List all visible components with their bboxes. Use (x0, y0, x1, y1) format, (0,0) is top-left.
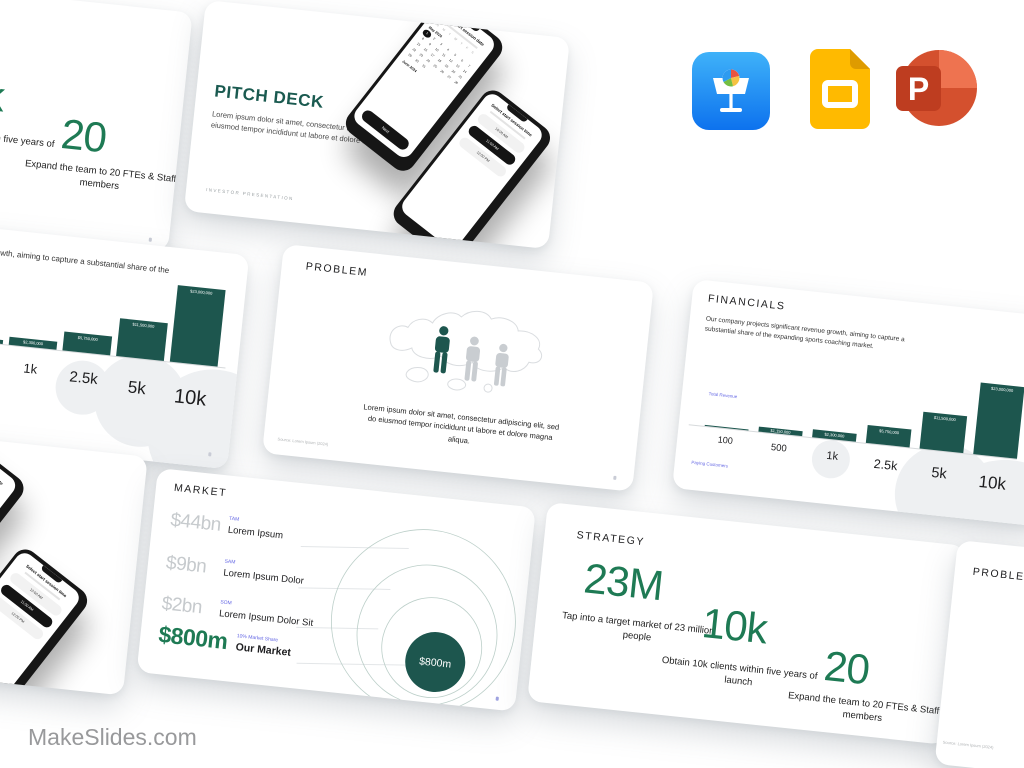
stat-value: 23M (581, 554, 666, 610)
person-icon (464, 336, 481, 382)
bar-10k: $23,000,000 (169, 285, 226, 367)
market-value: $2bn (160, 593, 204, 619)
slide-title: FINANCIALS (707, 292, 787, 313)
bar-5k: $11,500,000 (919, 411, 968, 454)
calendar-weekdays: S M T W T F S (0, 453, 7, 503)
cat-500: 500 (770, 441, 788, 455)
date-picker-header: Select start session date (0, 451, 5, 487)
slide-body: Our company projects significant revenue… (704, 315, 905, 350)
page-number-mark (495, 696, 499, 701)
cat-2.5k: 2.5k (873, 456, 899, 474)
slide-title: MARKET (173, 481, 228, 500)
slide-app-screens-cropped[interactable]: Select start session date S M T W T F S … (0, 415, 148, 696)
page-number-mark (148, 237, 153, 242)
bar-10k: $23,000,000 (973, 382, 1024, 459)
cat-1k: 1k (22, 360, 38, 377)
phone-mockup-time: Select start session time 10:00 AM 11:00… (0, 544, 93, 696)
market-tag: SAM (224, 558, 236, 566)
slide-pitch-deck[interactable]: PITCH DECK Lorem ipsum dolor sit amet, c… (183, 0, 570, 250)
phone-screen: Select start session time 10:00 AM 11:00… (0, 549, 83, 696)
market-label: Lorem Ipsum Dolor (222, 567, 305, 587)
source-note: Source: Lorem Ipsum (2024) (942, 739, 994, 750)
market-value: $44bn (169, 509, 222, 536)
site-logo[interactable]: MakeSlides.com (28, 724, 197, 750)
stat-value: 10k (0, 66, 7, 121)
x-axis-label: Paying Customers (691, 459, 729, 469)
slide-financials[interactable]: FINANCIALS Our company projects signific… (672, 279, 1024, 527)
slide-strategy-cropped[interactable]: STRATEGY 23M Tap into a target market of… (0, 0, 193, 252)
slide-problem[interactable]: PROBLEM Lorem ipsum dolor sit amet, cons… (262, 244, 654, 492)
person-icon (493, 343, 509, 387)
page-number-mark (613, 475, 617, 481)
cat-100: 100 (717, 434, 734, 446)
slide-title: PROBLEM (972, 565, 1024, 585)
next-button: Next (359, 108, 412, 152)
market-value-highlight: $800m (157, 621, 229, 655)
source-note: Source: Lorem Ipsum (2024) (277, 436, 329, 447)
y-axis-label: Total Revenue (708, 391, 738, 400)
market-tag: SOM (219, 599, 232, 607)
our-market-bubble (405, 632, 466, 693)
stat-caption: Expand the team to 20 FTEs & Staff membe… (24, 158, 177, 192)
market-value: $9bn (165, 552, 208, 578)
person-icon-highlight (433, 326, 450, 374)
google-slides-icon[interactable] (810, 49, 870, 129)
slide-title: STRATEGY (576, 529, 646, 549)
stat-value: 10k (699, 598, 770, 653)
bubble-label: $800m (419, 655, 452, 670)
powerpoint-icon[interactable]: P (893, 46, 977, 130)
slide-market[interactable]: MARKET $44bn TAM Lorem Ipsum $9bn SAM Lo… (136, 468, 536, 712)
stat-value: 20 (58, 109, 109, 162)
market-label: Our Market (235, 641, 292, 659)
market-label: Lorem Ipsum (227, 524, 284, 542)
svg-text:P: P (908, 71, 929, 107)
page-number-mark (208, 452, 212, 457)
slide-footer: INVESTOR PRESENTATION (205, 187, 294, 202)
map-outline (389, 310, 543, 393)
market-tag: TAM (228, 515, 240, 523)
stat-value: 20 (821, 641, 872, 694)
keynote-icon[interactable] (692, 52, 770, 130)
bar-500: $1,150,000 (0, 335, 4, 345)
market-circles-diagram: $800m (331, 529, 516, 712)
market-label: Lorem Ipsum Dolor Sit (218, 608, 314, 630)
slide-title: PROBLEM (305, 260, 369, 279)
stat-caption: Expand the team to 20 FTEs & Staff membe… (787, 690, 940, 724)
cat-10k: 10k (172, 385, 208, 411)
slide-body: Lorem ipsum dolor sit amet, consectetur … (363, 402, 560, 445)
slide-financials-cropped[interactable]: Our company projects significant revenue… (0, 205, 250, 470)
bar-5k: $11,500,000 (116, 318, 168, 362)
slide-title: PITCH DECK (213, 81, 325, 112)
slide-strategy[interactable]: STRATEGY 23M Tap into a target market of… (527, 502, 966, 745)
